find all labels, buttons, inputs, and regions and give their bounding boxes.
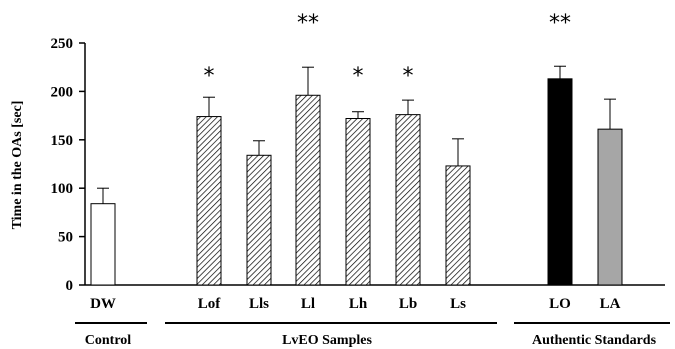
category-label-ll: Ll: [301, 296, 315, 312]
bar-lb: [395, 114, 421, 286]
category-label-lls: Lls: [249, 296, 269, 312]
y-tick-label: 50: [58, 230, 73, 246]
bar-ls: [445, 165, 471, 286]
category-label-lb: Lb: [399, 296, 417, 312]
significance-ll: **: [297, 11, 319, 36]
significance-lof: *: [204, 64, 215, 89]
significance-lo: **: [549, 11, 571, 36]
y-tick-label: 0: [66, 278, 74, 294]
y-tick-label: 100: [51, 181, 74, 197]
category-label-dw: DW: [90, 296, 116, 312]
y-axis-title: Time in the OAs [sec]: [10, 101, 25, 230]
bar-ll: [295, 94, 321, 286]
category-label-la: LA: [600, 296, 621, 312]
category-label-ls: Ls: [450, 296, 466, 312]
category-label-lof: Lof: [198, 296, 222, 312]
group-label: LvEO Samples: [282, 333, 372, 348]
category-label-lo: LO: [549, 296, 571, 312]
y-tick-label: 250: [51, 36, 74, 52]
group-label: Control: [85, 333, 132, 348]
y-tick-label: 200: [51, 84, 74, 100]
significance-lh: *: [353, 64, 364, 89]
significance-lb: *: [403, 64, 414, 89]
bar-dw: [90, 203, 116, 286]
category-label-lh: Lh: [349, 296, 368, 312]
bar-lh: [345, 118, 371, 286]
group-label: Authentic Standards: [532, 333, 657, 348]
bar-la: [597, 128, 623, 286]
bar-lo: [547, 78, 573, 286]
bar-lof: [196, 116, 222, 286]
y-tick-label: 150: [51, 133, 74, 149]
bar-lls: [246, 154, 272, 286]
